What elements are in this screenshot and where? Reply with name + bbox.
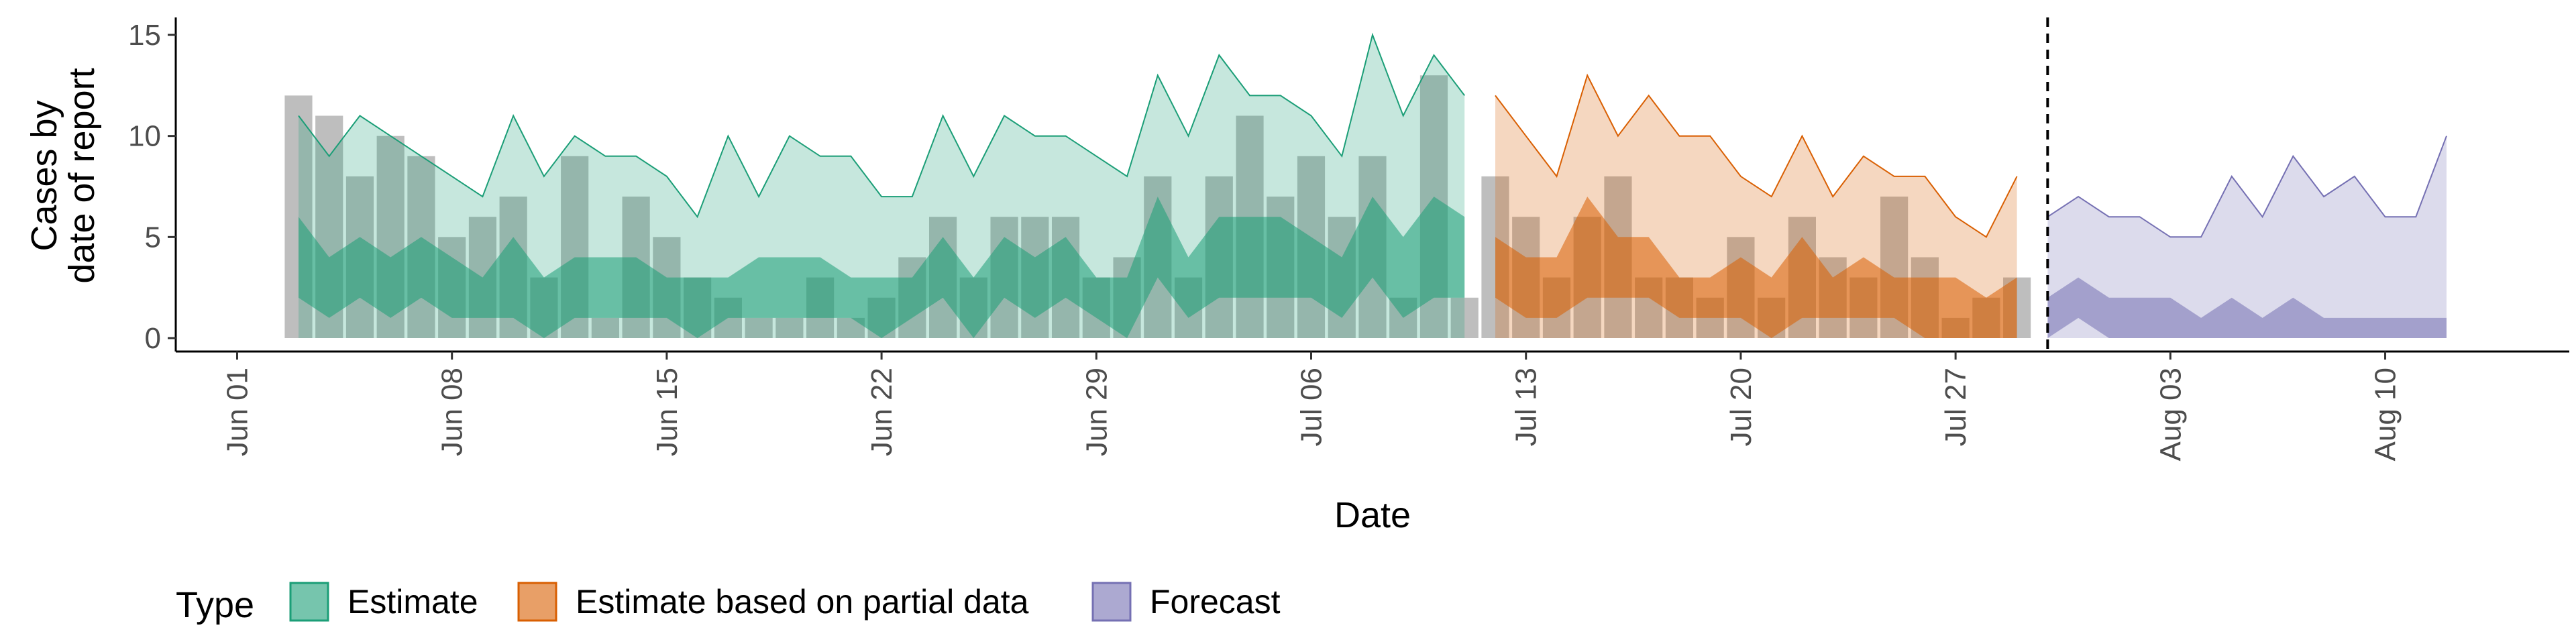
legend-label-estimate: Estimate xyxy=(347,583,478,621)
y-tick-label-10: 10 xyxy=(128,120,161,153)
x-tick-label-jul-20: Jul 20 xyxy=(1725,368,1758,446)
ribbon-upper-line-estimate xyxy=(298,32,1465,219)
x-tick-label-jul-06: Jul 06 xyxy=(1295,368,1328,446)
x-tick-label-jun-29: Jun 29 xyxy=(1080,368,1113,456)
ribbon-upper-line-estimate-based-on-partial-data xyxy=(1495,73,2018,238)
axes: 0 5 10 15 Jun 01 Jun 08 Jun 15 Jun 22 Jun 29 Jul … xyxy=(128,17,2569,461)
legend: Type Estimate Estimate based on partial d… xyxy=(176,581,1281,625)
x-tick-label-jun-01: Jun 01 xyxy=(221,368,254,456)
y-axis-title-line-1: Cases by xyxy=(24,100,64,251)
legend-label-estimate-based-on-partial-data: Estimate based on partial data xyxy=(576,583,1029,621)
y-tick-label-15: 15 xyxy=(128,19,161,52)
y-tick-label-0: 0 xyxy=(145,322,161,355)
ribbons-layer xyxy=(298,32,2447,339)
x-tick-label-jun-22: Jun 22 xyxy=(865,368,898,456)
bar-jul-11 xyxy=(1450,297,1479,338)
ribbon-upper-line-forecast xyxy=(2047,136,2447,238)
x-tick-label-aug-03: Aug 03 xyxy=(2154,368,2187,461)
y-axis-title-line-2: date of report xyxy=(62,68,102,283)
legend-key-forecast xyxy=(1091,582,1132,622)
legend-label-forecast: Forecast xyxy=(1150,583,1281,621)
ribbon-outer-forecast xyxy=(2047,136,2447,338)
x-axis-title: Date xyxy=(1334,495,1411,535)
x-tick-label-aug-10: Aug 10 xyxy=(2369,368,2402,461)
legend-key-estimate xyxy=(289,582,329,622)
bar-jun-19 xyxy=(775,317,804,338)
x-tick-label-jun-08: Jun 08 xyxy=(436,368,469,456)
y-axis-title: Cases by date of report xyxy=(24,68,102,283)
bar-jun-13 xyxy=(591,317,619,338)
y-tick-label-5: 5 xyxy=(145,221,161,254)
x-tick-label-jul-27: Jul 27 xyxy=(1939,368,1972,446)
legend-key-estimate-based-on-partial-data xyxy=(517,582,557,622)
legend-title: Type xyxy=(176,585,254,625)
ribbon-inner-estimate xyxy=(299,197,1465,338)
ribbon-inner-estimate-based-on-partial-data xyxy=(1495,197,2017,338)
bar-jun-18 xyxy=(745,317,773,338)
ribbon-inner-forecast xyxy=(2047,277,2447,338)
x-tick-label-jul-13: Jul 13 xyxy=(1510,368,1543,446)
x-tick-label-jun-15: Jun 15 xyxy=(651,368,684,456)
